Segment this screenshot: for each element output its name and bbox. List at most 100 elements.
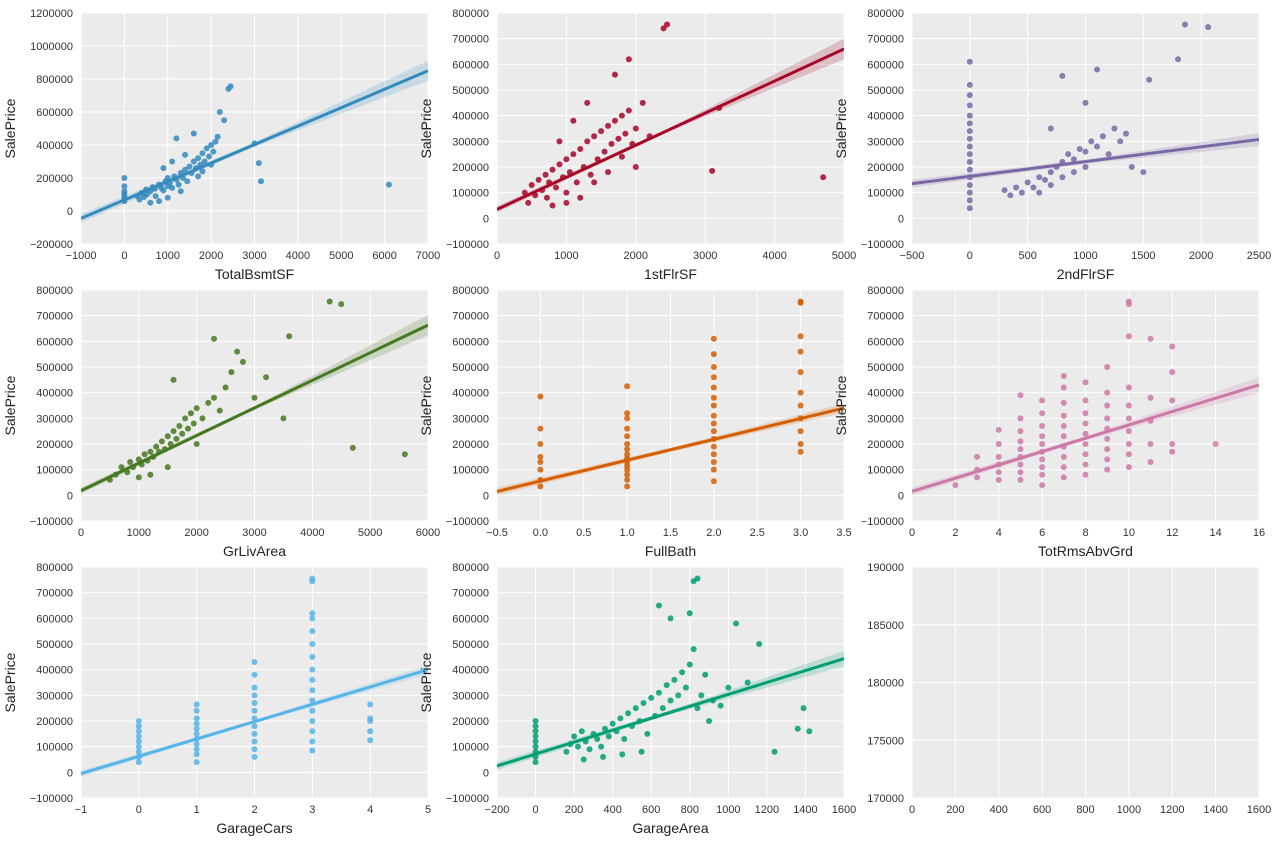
x-tick-label: 600: [642, 804, 660, 816]
data-point: [1017, 476, 1024, 483]
x-tick-label: 1000: [156, 250, 180, 262]
data-point: [309, 707, 316, 714]
data-point: [710, 394, 717, 401]
data-point: [212, 138, 219, 145]
regression-line: [912, 138, 1259, 186]
x-tick-label: 800: [681, 804, 699, 816]
y-tick-label: 400000: [452, 665, 489, 677]
data-point: [532, 743, 539, 750]
regression-line: [81, 69, 428, 220]
data-point: [549, 202, 556, 209]
data-point: [160, 187, 167, 194]
data-point: [193, 720, 200, 727]
x-tick-label: 7000: [416, 250, 440, 262]
data-point: [622, 130, 629, 137]
x-tick-label: 1000: [716, 804, 740, 816]
data-point: [1125, 428, 1132, 435]
y-tick-label: 200000: [36, 173, 73, 185]
data-point: [326, 298, 333, 305]
data-point: [251, 723, 258, 730]
x-tick-label: 14: [1210, 527, 1222, 539]
data-point: [632, 125, 639, 132]
data-point: [193, 751, 200, 758]
data-point: [1122, 130, 1129, 137]
data-point: [190, 158, 197, 165]
data-point: [1104, 402, 1111, 409]
data-point: [1082, 397, 1089, 404]
data-point: [797, 348, 804, 355]
data-point: [1001, 187, 1008, 194]
data-point: [182, 151, 189, 158]
data-point: [800, 705, 807, 712]
y-tick-label: 600000: [452, 613, 489, 625]
data-point: [156, 198, 163, 205]
x-tick-label: 2.5: [750, 527, 765, 539]
data-point: [537, 425, 544, 432]
data-point: [1146, 76, 1153, 83]
data-point: [193, 725, 200, 732]
y-tick-label: 800000: [867, 8, 904, 20]
data-point: [660, 25, 667, 32]
data-point: [173, 435, 180, 442]
data-point: [167, 441, 174, 447]
x-tick-label: 1500: [1131, 250, 1155, 262]
y-tick-label: 700000: [867, 311, 904, 323]
x-axis-label: 1stFlrSF: [644, 266, 697, 282]
y-tick-label: 200000: [867, 162, 904, 174]
data-point: [147, 471, 154, 478]
data-point: [385, 181, 392, 188]
data-point: [147, 199, 154, 206]
data-point: [624, 476, 631, 483]
data-point: [537, 393, 544, 400]
data-point: [966, 120, 973, 127]
x-tick-label: 4: [996, 527, 1002, 539]
data-point: [211, 394, 218, 401]
data-point: [521, 189, 528, 196]
x-tick-label: 12: [1166, 527, 1178, 539]
x-axis-label: GrLivArea: [223, 543, 286, 559]
data-point: [1082, 379, 1089, 386]
data-point: [1104, 389, 1111, 396]
data-point: [640, 700, 647, 707]
data-point: [367, 701, 374, 708]
data-point: [175, 181, 182, 188]
data-point: [598, 128, 605, 135]
data-point: [135, 474, 142, 481]
data-point: [584, 138, 591, 145]
data-point: [251, 692, 258, 699]
plot-area: [497, 21, 844, 213]
data-point: [173, 135, 180, 142]
data-point: [710, 443, 717, 450]
data-point: [251, 658, 258, 665]
data-point: [1175, 56, 1182, 63]
data-point: [1125, 402, 1132, 409]
x-tick-label: −0.5: [486, 527, 508, 539]
data-point: [671, 676, 678, 683]
y-tick-label: 200000: [36, 716, 73, 728]
subplot-6: 0 2 4 6 8 10 12 14 16 −100000 0 100000 200000 300000 4…: [833, 285, 1265, 559]
x-tick-label: 3.5: [836, 527, 851, 539]
data-point: [251, 707, 258, 714]
data-point: [195, 173, 202, 180]
x-tick-label: 4: [367, 804, 373, 816]
data-point: [771, 748, 778, 755]
data-point: [710, 384, 717, 391]
data-point: [208, 142, 215, 148]
data-point: [1104, 415, 1111, 422]
data-point: [164, 433, 171, 440]
data-point: [193, 405, 200, 412]
x-tick-label: 0: [121, 250, 127, 262]
x-tick-label: 1: [194, 804, 200, 816]
data-point: [160, 165, 167, 172]
data-point: [744, 679, 751, 686]
data-point: [135, 738, 142, 745]
data-point: [532, 738, 539, 745]
y-axis-label: SalePrice: [2, 375, 18, 435]
data-point: [1036, 189, 1043, 196]
data-point: [193, 701, 200, 708]
data-point: [210, 148, 217, 155]
y-tick-label: 0: [67, 490, 73, 502]
x-tick-label: 0: [494, 250, 500, 262]
data-point: [624, 471, 631, 478]
data-point: [195, 155, 202, 162]
